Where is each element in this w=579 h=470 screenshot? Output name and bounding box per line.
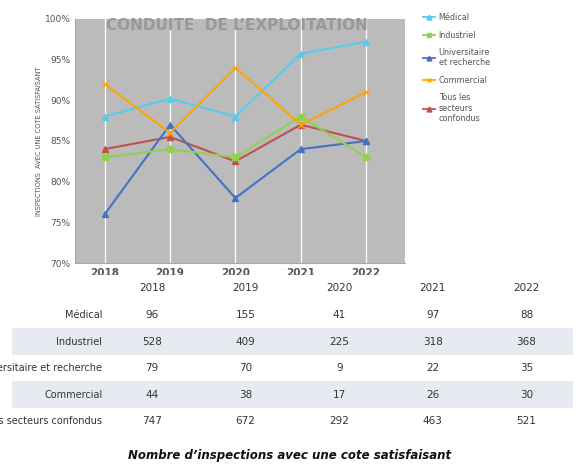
Text: 2022: 2022 [513,283,540,293]
Text: 17: 17 [332,390,346,400]
Text: 96: 96 [145,310,159,320]
Tous les
secteurs
confondus [101,146,108,152]
Universitaire
et recherche [232,195,239,201]
Line: Tous les
secteurs
confondus: Tous les secteurs confondus [102,122,369,164]
Universitaire
et recherche [101,212,108,217]
Tous les
secteurs
confondus [362,138,369,144]
Y-axis label: INSPECTIONS  AVEC UNE COTE SATISFAISANT: INSPECTIONS AVEC UNE COTE SATISFAISANT [36,66,42,216]
Text: 2021: 2021 [420,283,446,293]
Universitaire
et recherche [167,122,174,127]
Text: 292: 292 [329,416,349,426]
Text: Commercial: Commercial [44,390,102,400]
Text: 70: 70 [239,363,252,373]
Text: CONDUITE  DE L’EXPLOITATION: CONDUITE DE L’EXPLOITATION [107,18,368,33]
Text: 26: 26 [426,390,439,400]
Text: 9: 9 [336,363,343,373]
Médical [297,51,304,57]
Text: 22: 22 [426,363,439,373]
Line: Commercial: Commercial [102,65,369,136]
Industriel [101,155,108,160]
Industriel [167,146,174,152]
Text: 225: 225 [329,337,349,346]
Text: 747: 747 [142,416,162,426]
Text: Nombre d’inspections avec une cote satisfaisant: Nombre d’inspections avec une cote satis… [128,449,451,462]
Text: 521: 521 [516,416,536,426]
Text: 35: 35 [520,363,533,373]
Text: 38: 38 [239,390,252,400]
Text: Industriel: Industriel [56,337,102,346]
Tous les
secteurs
confondus [297,122,304,127]
Text: 2019: 2019 [232,283,259,293]
Text: 155: 155 [236,310,255,320]
Industriel [297,114,304,119]
Commercial [232,65,239,70]
Line: Médical: Médical [102,39,369,119]
Text: 97: 97 [426,310,439,320]
Commercial [167,130,174,136]
Commercial [297,122,304,127]
Text: 463: 463 [423,416,443,426]
Text: 2020: 2020 [326,283,353,293]
Text: 79: 79 [145,363,159,373]
Médical [167,96,174,102]
Text: 318: 318 [423,337,443,346]
Tous les
secteurs
confondus [167,134,174,140]
Universitaire
et recherche [297,146,304,152]
Text: Tous les secteurs confondus: Tous les secteurs confondus [0,416,102,426]
Industriel [362,155,369,160]
Industriel [232,155,239,160]
Médical [232,114,239,119]
Text: 30: 30 [520,390,533,400]
Commercial [101,81,108,87]
Tous les
secteurs
confondus [232,158,239,164]
Line: Universitaire
et recherche: Universitaire et recherche [102,122,369,217]
Legend: Médical, Industriel, Universitaire
et recherche, Commercial, Tous les
secteurs
c: Médical, Industriel, Universitaire et re… [423,13,490,123]
Universitaire
et recherche [362,138,369,144]
Text: 41: 41 [332,310,346,320]
Text: 409: 409 [236,337,255,346]
Commercial [362,89,369,95]
Text: 672: 672 [236,416,255,426]
Text: 368: 368 [516,337,536,346]
Text: 88: 88 [520,310,533,320]
Text: Médical: Médical [65,310,102,320]
Text: 44: 44 [145,390,159,400]
Text: 2018: 2018 [139,283,165,293]
Line: Industriel: Industriel [102,114,369,160]
Médical [362,39,369,45]
Text: 528: 528 [142,337,162,346]
Text: Universitaire et recherche: Universitaire et recherche [0,363,102,373]
Médical [101,114,108,119]
